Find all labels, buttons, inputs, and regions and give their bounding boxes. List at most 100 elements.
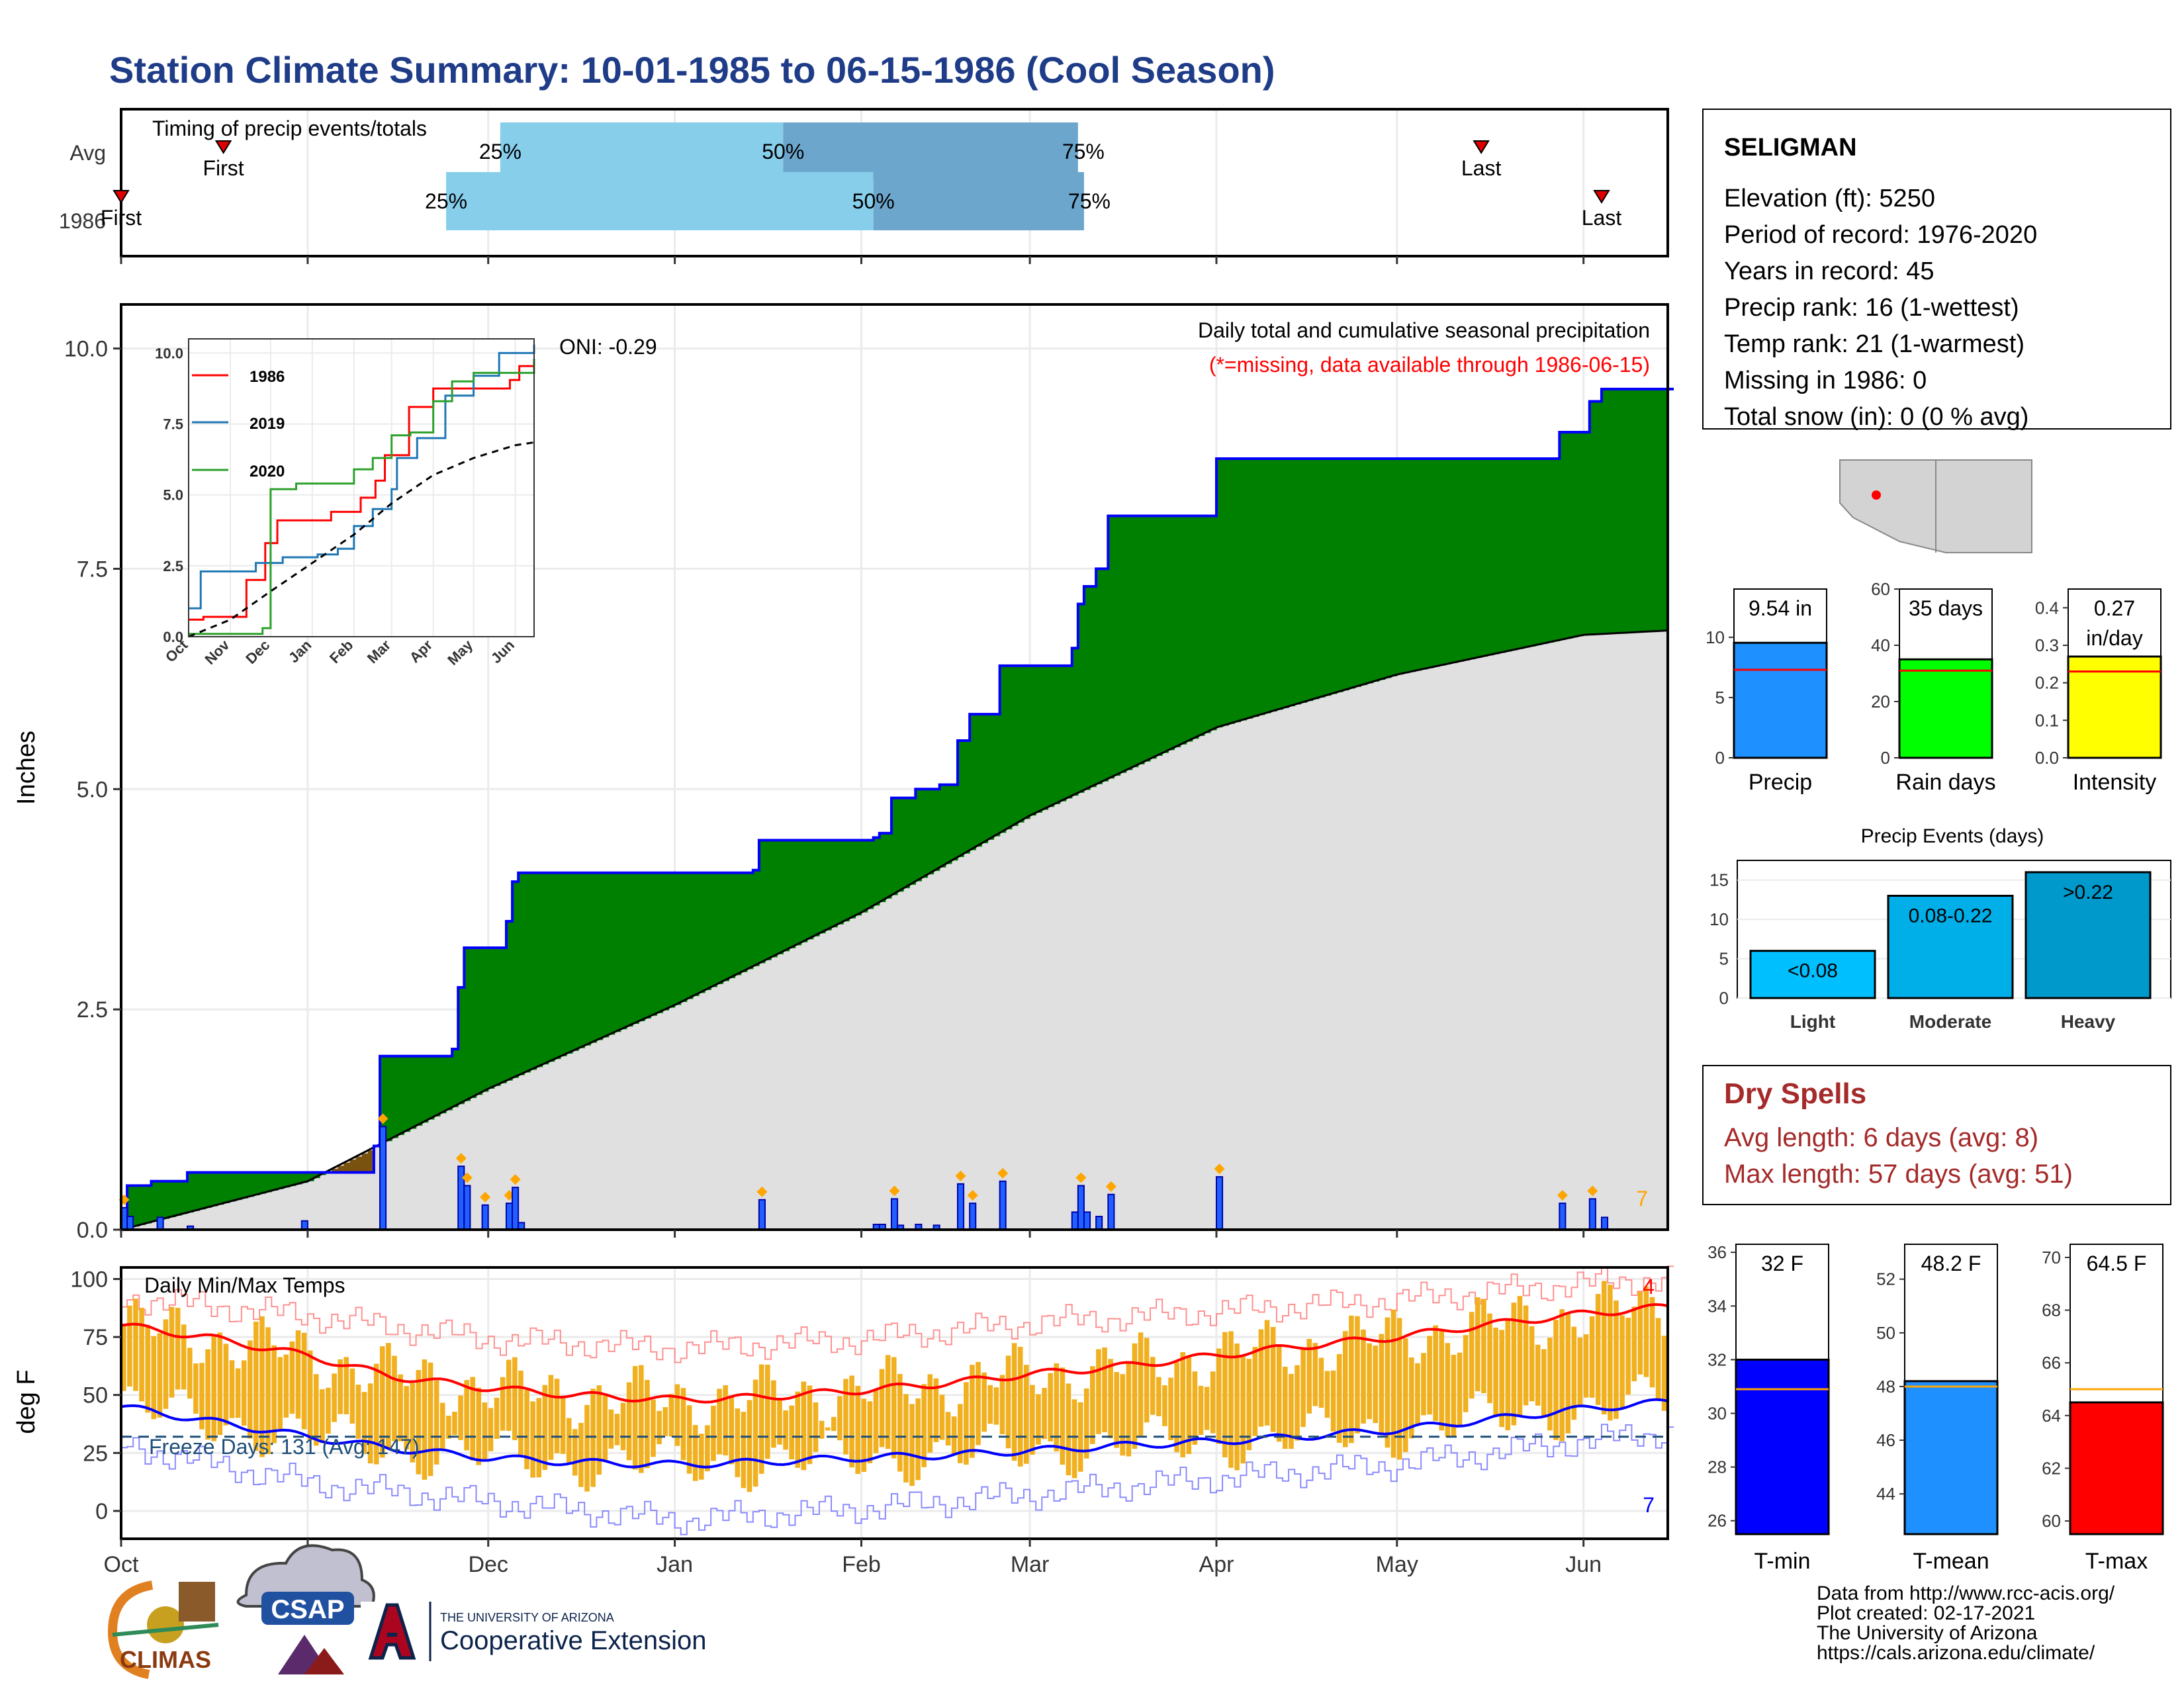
- daily-temp-bar: [1499, 1330, 1504, 1428]
- daily-temp-bar: [1042, 1387, 1047, 1440]
- daily-temp-bar: [1204, 1387, 1210, 1430]
- above-avg-area: [313, 1172, 320, 1179]
- daily-temp-bar: [999, 1375, 1005, 1435]
- above-avg-area: [1264, 459, 1271, 713]
- temp-count-top: 4: [1643, 1275, 1655, 1299]
- above-avg-area: [801, 840, 808, 942]
- daily-temp-bar: [1168, 1377, 1173, 1440]
- daily-temp-bar: [265, 1327, 271, 1455]
- above-avg-area: [1481, 459, 1488, 657]
- avg-min-temp-line: [120, 1398, 1668, 1469]
- above-avg-area: [1162, 516, 1169, 753]
- inset-series-avg: [188, 441, 535, 638]
- inset-legend-2020: 2020: [250, 463, 285, 480]
- daily-precip-bar: [126, 1216, 134, 1230]
- above-avg-area: [831, 840, 838, 928]
- above-avg-area: [825, 840, 832, 931]
- daily-temp-bar: [1469, 1312, 1475, 1399]
- daily-temp-bar: [620, 1402, 626, 1451]
- precip-event-bar-label: <0.08: [1788, 960, 1838, 982]
- above-avg-area: [386, 1056, 392, 1142]
- above-avg-area: [133, 1185, 140, 1227]
- station-line-4: Precip rank: 16 (1-wettest): [1724, 294, 2019, 322]
- above-avg-area: [217, 1172, 224, 1205]
- daily-temp-bar: [416, 1369, 422, 1475]
- daily-temp-bar: [632, 1365, 638, 1470]
- daily-precip-marker: [756, 1186, 768, 1197]
- mini-bar-y-tick-label: 0: [1881, 748, 1890, 768]
- above-avg-area: [1445, 459, 1452, 664]
- timing-p25-label: 25%: [479, 140, 522, 163]
- daily-temp-bar: [964, 1382, 969, 1465]
- above-avg-area: [1631, 388, 1639, 633]
- daily-temp-bar: [651, 1399, 656, 1457]
- temp-bar-category-label: T-min: [1754, 1549, 1811, 1574]
- above-avg-area: [283, 1172, 291, 1188]
- above-avg-area: [1608, 388, 1614, 634]
- daily-temp-bar: [885, 1355, 891, 1449]
- x-tick-label: May: [1376, 1552, 1418, 1577]
- above-avg-area: [1216, 459, 1223, 728]
- above-avg-area: [783, 840, 790, 952]
- above-avg-area: [1583, 432, 1590, 635]
- temp-panel: deg F 0 25 50 75 100 Daily Min/Max Temps Fre…: [13, 1265, 1674, 1540]
- mini-bar-value-label: 0.27: [2094, 596, 2135, 620]
- y-tick-label: 7.5: [77, 557, 108, 582]
- daily-temp-bar: [392, 1355, 397, 1441]
- above-avg-area: [993, 714, 1001, 837]
- above-avg-area: [1655, 388, 1662, 631]
- precip-events-chart: Precip Events (days) 0 5 10 15 <0.08 Light 0.0…: [1709, 825, 2171, 1032]
- daily-temp-bar: [981, 1372, 987, 1432]
- daily-temp-bar: [1487, 1313, 1492, 1404]
- daily-precip-marker: [461, 1172, 473, 1183]
- daily-temp-bar: [1445, 1343, 1451, 1438]
- daily-temp-bar: [560, 1396, 566, 1454]
- daily-temp-bar: [367, 1383, 373, 1464]
- timing-p75-label: 75%: [1062, 140, 1105, 163]
- mini-bar-value: [1898, 658, 1993, 759]
- above-avg-area: [1174, 516, 1181, 748]
- daily-temp-bar: [1289, 1373, 1294, 1449]
- above-avg-area: [1661, 388, 1668, 631]
- mini-bar-y-tick-label: 0: [1715, 748, 1725, 768]
- daily-temp-bar: [494, 1397, 500, 1440]
- mini-bar-value-label-2: in/day: [2086, 626, 2142, 650]
- daily-temp-bar: [259, 1316, 265, 1457]
- above-avg-area: [951, 784, 958, 861]
- daily-temp-bar: [1138, 1332, 1144, 1436]
- above-avg-area: [608, 872, 615, 1035]
- timing-last-label: Last: [1461, 156, 1502, 180]
- station-line-7: Total snow (in): 0 (0 % avg): [1724, 403, 2028, 431]
- above-avg-area: [813, 840, 820, 937]
- inset-series-2019: [189, 344, 535, 610]
- above-avg-area: [590, 872, 597, 1043]
- above-avg-area: [1289, 459, 1295, 707]
- daily-temp-bar: [957, 1404, 963, 1463]
- daily-temp-bar: [777, 1400, 782, 1445]
- daily-temp-bar: [1270, 1326, 1276, 1432]
- above-avg-area: [476, 947, 483, 1095]
- daily-temp-bar: [1451, 1355, 1457, 1436]
- above-avg-area: [253, 1172, 260, 1196]
- daily-precip-bar: [1083, 1211, 1091, 1231]
- above-avg-area: [1222, 459, 1229, 726]
- temp-y-tick-label: 75: [83, 1325, 108, 1350]
- temp-bar-y-tick-label: 66: [2042, 1353, 2061, 1373]
- above-avg-area: [692, 872, 700, 996]
- daily-precip-marker: [377, 1113, 388, 1124]
- daily-temp-bar: [945, 1412, 951, 1446]
- timing-p50-label: 50%: [852, 189, 895, 213]
- daily-temp-bar: [512, 1357, 518, 1440]
- above-avg-area: [1463, 459, 1470, 661]
- page-title: Station Climate Summary: 10-01-1985 to 0…: [109, 49, 1275, 91]
- above-avg-area: [181, 1181, 188, 1214]
- daily-temp-bar: [1637, 1291, 1643, 1375]
- daily-temp-bar: [163, 1319, 169, 1409]
- above-avg-area: [301, 1172, 308, 1183]
- ua-logo: THE UNIVERSITY OF ARIZONA Cooperative Ex…: [361, 1602, 706, 1661]
- daily-temp-bar: [939, 1394, 945, 1440]
- daily-temp-bar: [596, 1385, 602, 1475]
- above-avg-area: [758, 840, 766, 964]
- ua-small-text: THE UNIVERSITY OF ARIZONA: [440, 1611, 614, 1624]
- daily-temp-bar: [1631, 1306, 1637, 1382]
